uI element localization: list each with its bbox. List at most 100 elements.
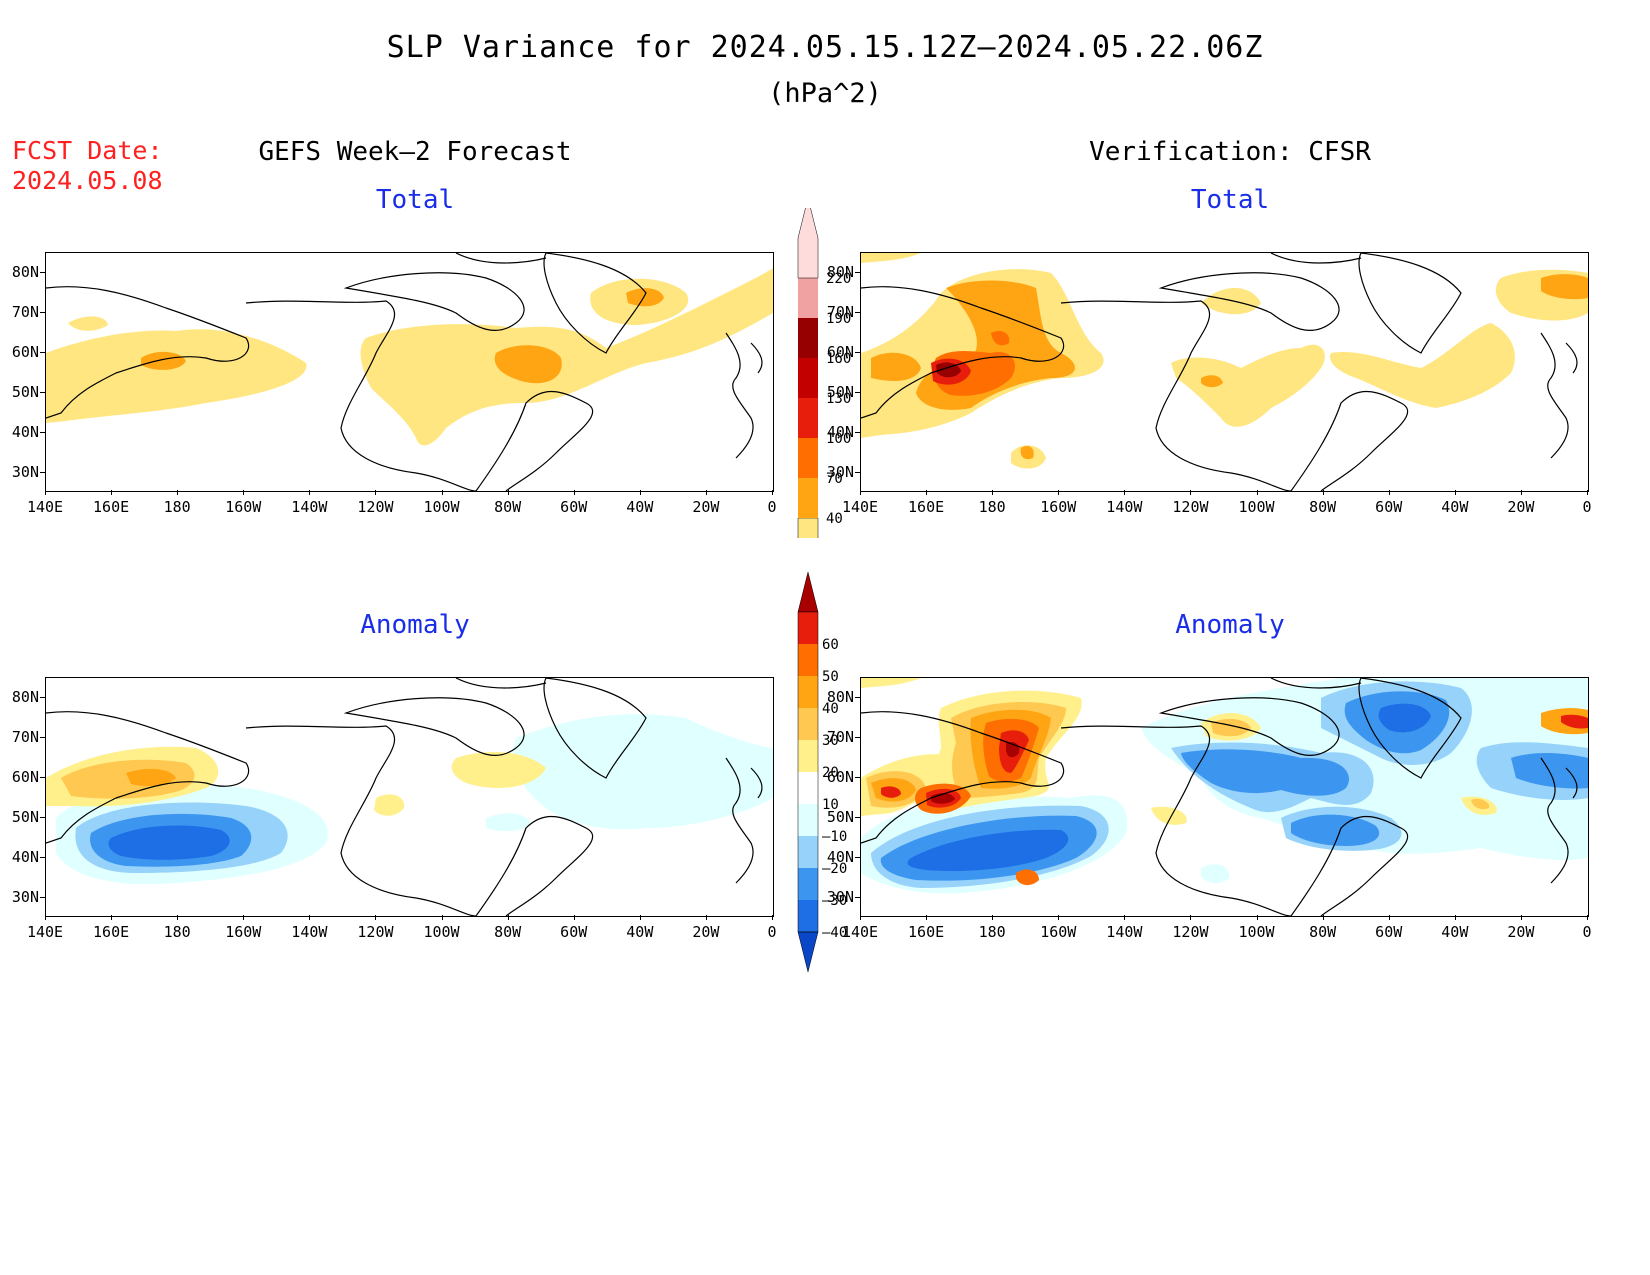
lon-tick-label: 180 xyxy=(163,498,191,516)
lon-tick-mark xyxy=(1454,915,1456,920)
lon-tick-mark xyxy=(926,915,928,920)
right-column-title: Verification: CFSR xyxy=(1089,137,1371,167)
lon-tick-label: 80W xyxy=(1309,923,1337,941)
colorbar-total-swatches xyxy=(797,208,819,538)
lat-tick-label: 60N xyxy=(826,343,854,361)
lat-tick-label: 30N xyxy=(11,463,39,481)
lon-tick-label: 160W xyxy=(225,498,262,516)
colorbar-anomaly-swatch xyxy=(797,931,819,973)
lon-tick-mark xyxy=(1520,915,1522,920)
lon-tick-label: 20W xyxy=(1507,498,1535,516)
lat-tick-mark xyxy=(40,737,45,738)
colorbar-total-swatch xyxy=(798,358,818,398)
colorbar-anomaly-label: 60 xyxy=(822,637,839,653)
lon-tick-mark xyxy=(309,915,311,920)
anomaly-fill-20-30 xyxy=(61,759,195,799)
lat-tick-label: 40N xyxy=(11,848,39,866)
colorbar-total-swatch xyxy=(798,318,818,358)
lon-tick-mark xyxy=(243,915,245,920)
colorbar-anomaly-outline xyxy=(797,611,819,933)
lat-tick-mark xyxy=(855,857,860,858)
lat-tick-mark xyxy=(855,352,860,353)
lat-tick-label: 30N xyxy=(826,463,854,481)
forecast-date-label: FCST Date: xyxy=(12,136,163,165)
colorbar-anomaly-swatch xyxy=(798,804,818,836)
lat-tick-mark xyxy=(40,697,45,698)
coastline-outline xyxy=(861,253,1578,491)
colorbar-anomaly-labels: 60 50 40 30 20 10 –10 –20 –30 –40 xyxy=(822,637,847,941)
lon-tick-label: 40W xyxy=(1441,498,1469,516)
lon-tick-mark xyxy=(860,490,861,495)
lon-tick-label: 160W xyxy=(225,923,262,941)
lat-tick-label: 60N xyxy=(11,768,39,786)
lon-tick-label: 120W xyxy=(1172,923,1209,941)
lat-tick-label: 40N xyxy=(826,423,854,441)
lon-tick-mark xyxy=(1388,490,1390,495)
lon-tick-mark xyxy=(1256,915,1258,920)
lon-tick-label: 140E xyxy=(26,498,64,516)
lon-tick-mark xyxy=(639,490,641,495)
map-panel-forecast-anomaly xyxy=(45,677,774,917)
lat-tick-mark xyxy=(855,392,860,393)
lon-tick-label: 100W xyxy=(1238,923,1275,941)
lon-tick-label: 60W xyxy=(560,498,588,516)
colorbar-anomaly-swatch xyxy=(798,836,818,868)
lon-tick-label: 140W xyxy=(291,498,328,516)
lon-tick-mark xyxy=(1322,490,1324,495)
lat-tick-label: 30N xyxy=(11,888,39,906)
panel-heading-total-left: Total xyxy=(375,185,455,215)
lon-tick-mark xyxy=(573,490,575,495)
lon-tick-mark xyxy=(992,490,994,495)
lon-tick-mark xyxy=(243,490,245,495)
lon-tick-mark xyxy=(1058,490,1060,495)
lat-tick-label: 50N xyxy=(826,808,854,826)
lon-tick-mark xyxy=(1256,490,1258,495)
lon-tick-label: 20W xyxy=(692,498,720,516)
anomaly-fill-30-40 xyxy=(126,768,176,786)
lon-tick-label: 60W xyxy=(560,923,588,941)
lat-tick-mark xyxy=(40,392,45,393)
colorbar-anomaly-label: 40 xyxy=(822,701,839,717)
colorbar-anomaly-label: 30 xyxy=(822,733,839,749)
colorbar-anomaly-swatches xyxy=(797,572,819,973)
lon-tick-label: 120W xyxy=(357,498,394,516)
anomaly-fill-neg40-plus xyxy=(108,825,230,860)
colorbar-anomaly-label: 50 xyxy=(822,669,839,685)
lon-tick-mark xyxy=(926,490,928,495)
lon-tick-label: 120W xyxy=(1172,498,1209,516)
lon-tick-label: 160W xyxy=(1040,498,1077,516)
lat-tick-mark xyxy=(855,472,860,473)
lon-tick-mark xyxy=(45,490,46,495)
lat-tick-mark xyxy=(40,857,45,858)
colorbar-total-label: 130 xyxy=(826,391,851,407)
lon-tick-mark xyxy=(111,490,113,495)
lat-tick-mark xyxy=(855,737,860,738)
units-label: (hPa^2) xyxy=(768,78,882,109)
lat-tick-mark xyxy=(40,472,45,473)
lat-tick-label: 40N xyxy=(11,423,39,441)
lat-tick-label: 80N xyxy=(11,688,39,706)
lon-tick-mark xyxy=(992,915,994,920)
lat-tick-label: 30N xyxy=(826,888,854,906)
lon-tick-label: 140W xyxy=(291,923,328,941)
variance-fill-70-100 xyxy=(141,288,664,384)
lon-tick-mark xyxy=(507,490,509,495)
colorbar-anomaly: 60 50 40 30 20 10 –10 –20 –30 –40 xyxy=(796,572,876,1020)
lat-tick-mark xyxy=(40,897,45,898)
colorbar-total-swatch xyxy=(798,398,818,438)
colorbar-anomaly-swatch xyxy=(798,676,818,708)
coastline-outline xyxy=(46,253,763,491)
colorbar-anomaly-label: –30 xyxy=(822,893,847,909)
lon-tick-label: 140W xyxy=(1106,923,1143,941)
lon-tick-mark xyxy=(1190,490,1192,495)
lon-tick-label: 160E xyxy=(93,498,130,516)
lon-tick-label: 100W xyxy=(423,923,460,941)
variance-fill-160-190 xyxy=(936,362,961,378)
colorbar-total: 40 70 100 130 160 190 220 xyxy=(796,208,876,538)
lon-tick-label: 80W xyxy=(494,498,522,516)
lon-tick-mark xyxy=(309,490,311,495)
lon-tick-label: 20W xyxy=(1507,923,1535,941)
lat-tick-label: 80N xyxy=(11,263,39,281)
lon-tick-label: 100W xyxy=(1238,498,1275,516)
lon-tick-label: 40W xyxy=(626,923,654,941)
